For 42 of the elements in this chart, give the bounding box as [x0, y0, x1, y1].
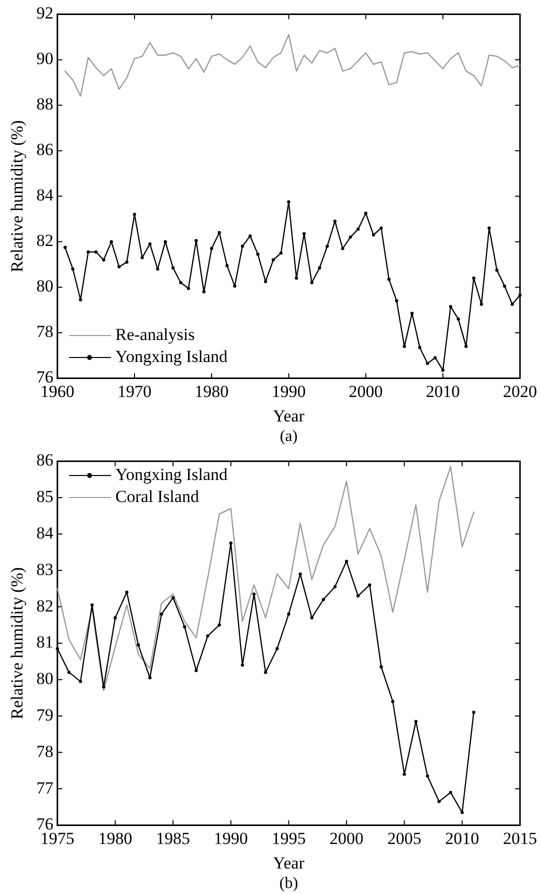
text: (b) — [279, 875, 298, 892]
x-tick-label: 2020 — [503, 382, 537, 401]
legend-label: Yongxing Island — [115, 464, 228, 486]
y-tick-label: 83 — [36, 560, 54, 579]
y-tick-label: 81 — [36, 632, 54, 652]
y-tick-label: 77 — [36, 778, 54, 798]
y-tick-label: 86 — [36, 450, 54, 470]
x-tick-label: 2000 — [348, 382, 383, 401]
legend-label: Yongxing Island — [115, 346, 228, 368]
x-tick-label: 1980 — [98, 828, 132, 848]
legend-label: Coral Island — [115, 486, 199, 508]
x-tick-label: 1980 — [194, 382, 229, 401]
x-tick-label: 1985 — [156, 828, 190, 848]
y-tick-label: 80 — [36, 276, 54, 296]
y-axis-title: Relative humidity (%) — [8, 567, 27, 720]
y-tick-label: 78 — [36, 742, 54, 761]
y-tick-label: 90 — [36, 49, 54, 68]
y-tick-label: 79 — [36, 705, 54, 724]
x-tick-label: 2010 — [426, 382, 460, 401]
x-tick-label: 2015 — [503, 828, 537, 848]
y-tick-label: 82 — [36, 596, 54, 616]
x-tick-label: 2010 — [445, 828, 480, 848]
y-tick-label: 86 — [36, 140, 54, 160]
x-tick-label: 2005 — [387, 828, 422, 848]
y-tick-label: 84 — [36, 523, 54, 542]
y-tick-label: 85 — [36, 487, 54, 506]
text: (a) — [280, 428, 298, 446]
y-tick-label: 78 — [36, 322, 54, 342]
x-tick-label: 1990 — [272, 382, 306, 401]
legend-label: Re-analysis — [115, 324, 195, 346]
x-tick-label: 1970 — [118, 382, 152, 401]
x-axis-title: Year — [273, 406, 305, 426]
y-tick-label: 84 — [36, 186, 54, 205]
x-tick-label: 1990 — [214, 828, 248, 848]
y-axis-title: Relative humidity (%) — [8, 120, 27, 272]
y-tick-label: 82 — [36, 231, 54, 250]
x-tick-label: 2000 — [330, 828, 364, 848]
y-tick-label: 80 — [36, 669, 54, 688]
y-tick-label: 88 — [36, 94, 54, 114]
x-tick-label: 1995 — [272, 828, 306, 848]
x-axis-title: Year — [273, 853, 305, 872]
y-tick-label: 92 — [36, 4, 54, 23]
